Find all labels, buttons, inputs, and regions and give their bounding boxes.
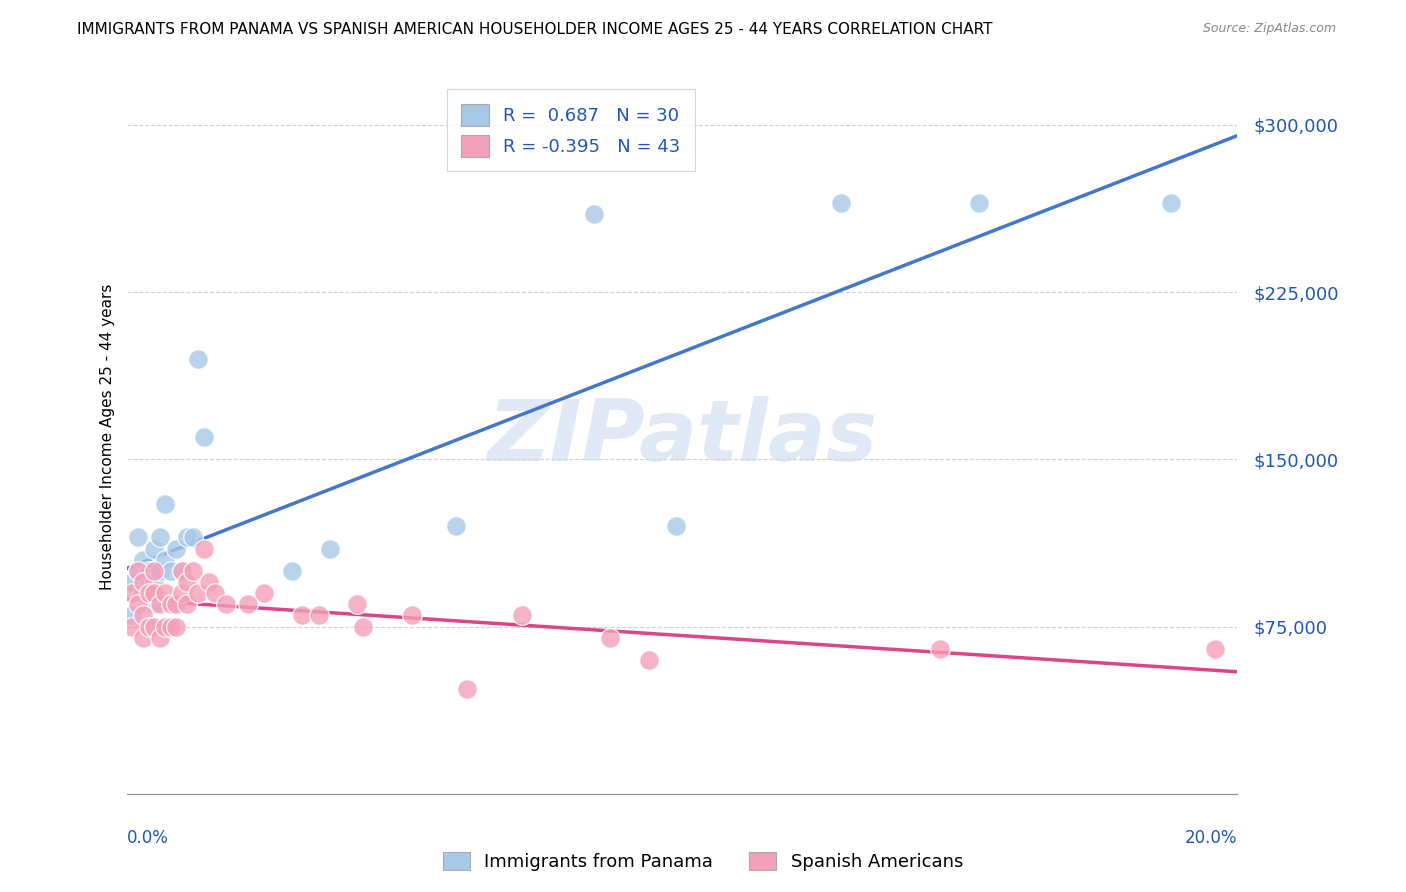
Point — [153, 619, 176, 633]
Point — [121, 574, 143, 589]
Point — [148, 530, 170, 544]
Point — [582, 207, 605, 221]
Point — [176, 598, 198, 612]
Point — [187, 586, 209, 600]
Point — [198, 574, 221, 589]
Text: 0.0%: 0.0% — [127, 829, 169, 847]
Point — [181, 564, 204, 578]
Point — [665, 519, 688, 533]
Point — [193, 541, 215, 556]
Point — [127, 564, 149, 578]
Point — [143, 598, 166, 612]
Text: 20.0%: 20.0% — [1185, 829, 1237, 847]
Point — [159, 564, 181, 578]
Point — [929, 642, 952, 657]
Point — [143, 619, 166, 633]
Point — [967, 195, 990, 210]
Point — [291, 608, 314, 623]
Legend: R =  0.687   N = 30, R = -0.395   N = 43: R = 0.687 N = 30, R = -0.395 N = 43 — [447, 89, 695, 171]
Point — [193, 430, 215, 444]
Point — [132, 608, 155, 623]
Point — [446, 519, 468, 533]
Point — [159, 619, 181, 633]
Point — [308, 608, 330, 623]
Text: IMMIGRANTS FROM PANAMA VS SPANISH AMERICAN HOUSEHOLDER INCOME AGES 25 - 44 YEARS: IMMIGRANTS FROM PANAMA VS SPANISH AMERIC… — [77, 22, 993, 37]
Point — [170, 564, 193, 578]
Point — [132, 586, 155, 600]
Point — [176, 530, 198, 544]
Point — [127, 598, 149, 612]
Point — [127, 530, 149, 544]
Point — [138, 586, 160, 600]
Point — [319, 541, 342, 556]
Point — [830, 195, 852, 210]
Point — [143, 574, 166, 589]
Point — [121, 586, 143, 600]
Point — [236, 598, 259, 612]
Point — [143, 541, 166, 556]
Point — [176, 574, 198, 589]
Point — [1204, 642, 1226, 657]
Point — [132, 631, 155, 645]
Point — [165, 541, 187, 556]
Point — [204, 586, 226, 600]
Point — [153, 552, 176, 567]
Point — [148, 598, 170, 612]
Point — [181, 530, 204, 544]
Point — [121, 619, 143, 633]
Point — [214, 598, 236, 612]
Point — [132, 552, 155, 567]
Y-axis label: Householder Income Ages 25 - 44 years: Householder Income Ages 25 - 44 years — [100, 284, 115, 591]
Point — [148, 631, 170, 645]
Point — [127, 564, 149, 578]
Point — [638, 653, 661, 667]
Point — [138, 574, 160, 589]
Point — [165, 598, 187, 612]
Point — [280, 564, 302, 578]
Text: Source: ZipAtlas.com: Source: ZipAtlas.com — [1202, 22, 1336, 36]
Point — [143, 564, 166, 578]
Point — [512, 608, 534, 623]
Point — [253, 586, 276, 600]
Point — [401, 608, 423, 623]
Point — [132, 574, 155, 589]
Point — [165, 619, 187, 633]
Point — [1160, 195, 1182, 210]
Point — [170, 586, 193, 600]
Point — [456, 681, 478, 696]
Point — [138, 564, 160, 578]
Text: ZIPatlas: ZIPatlas — [486, 395, 877, 479]
Point — [148, 564, 170, 578]
Point — [138, 619, 160, 633]
Point — [159, 598, 181, 612]
Point — [599, 631, 621, 645]
Point — [352, 619, 374, 633]
Legend: Immigrants from Panama, Spanish Americans: Immigrants from Panama, Spanish American… — [436, 845, 970, 879]
Point — [121, 608, 143, 623]
Point — [153, 586, 176, 600]
Point — [143, 586, 166, 600]
Point — [153, 497, 176, 511]
Point — [170, 564, 193, 578]
Point — [346, 598, 368, 612]
Point — [187, 351, 209, 366]
